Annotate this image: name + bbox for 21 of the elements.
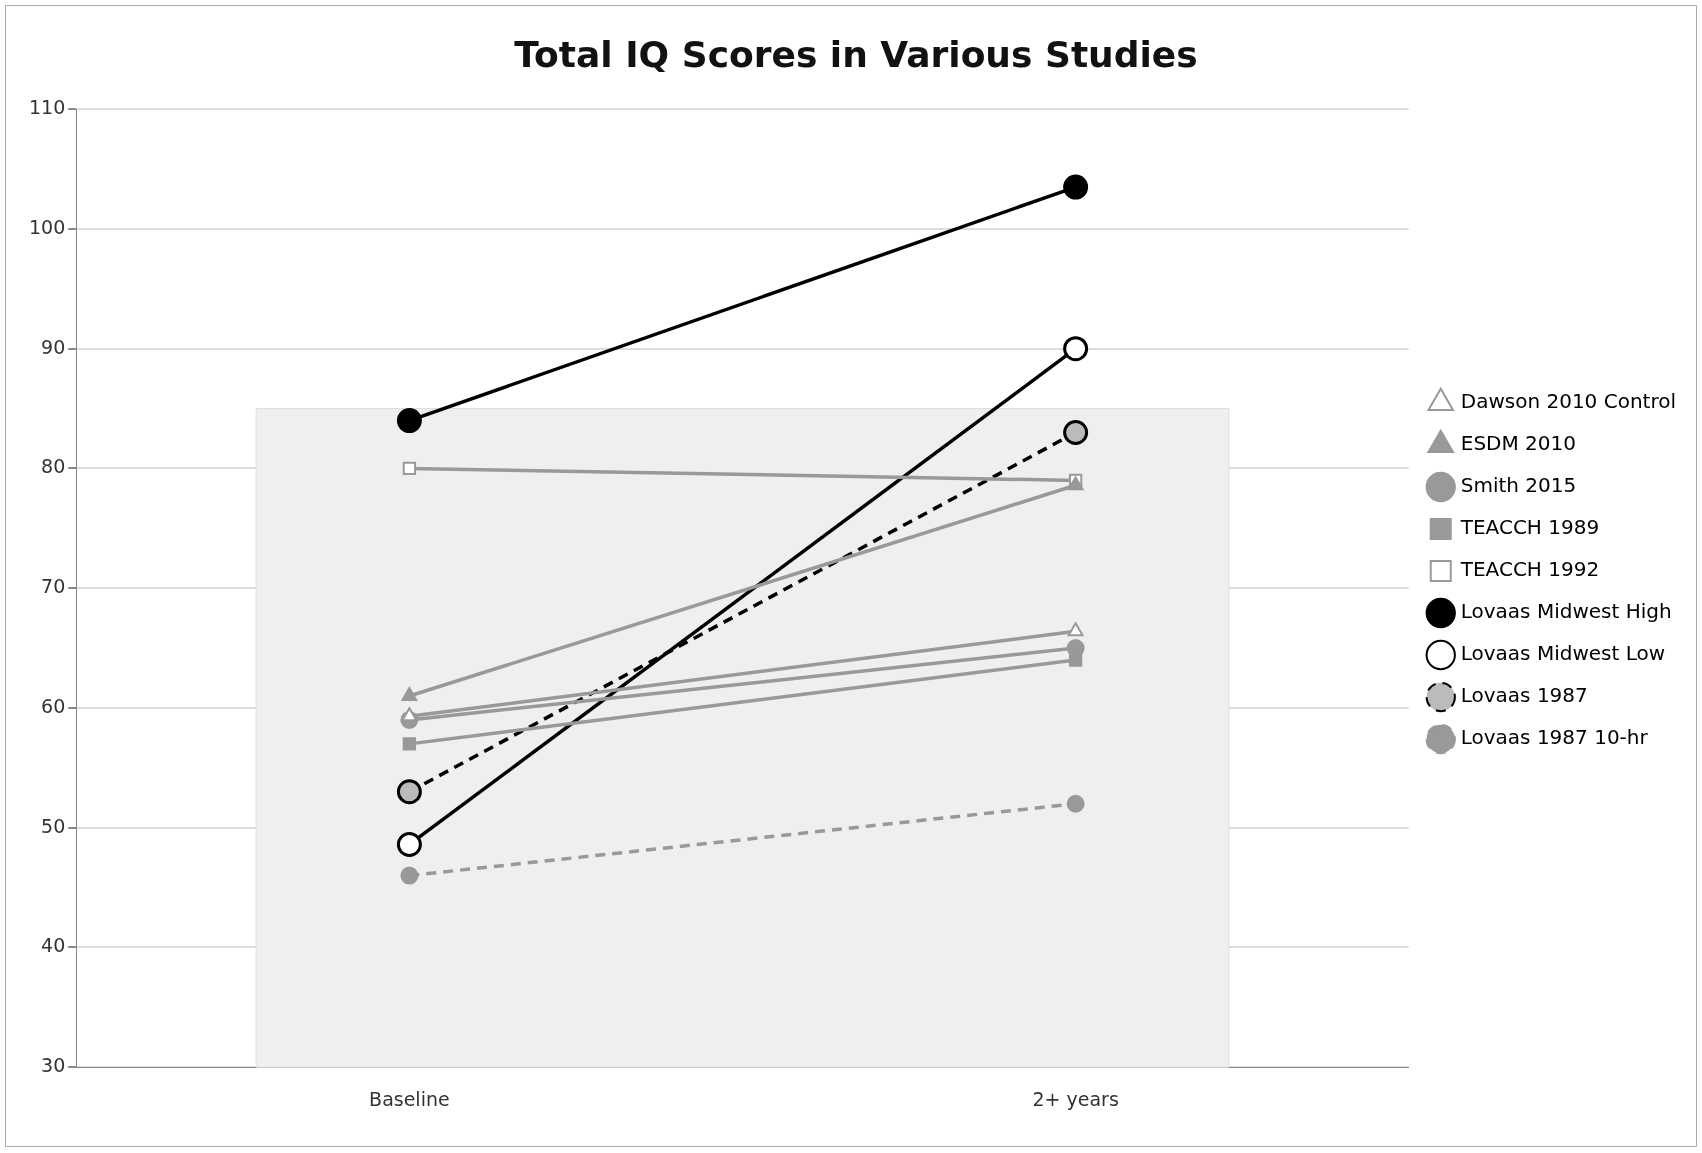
- y-tick-label: 100: [29, 215, 66, 238]
- legend-label: Lovaas Midwest High: [1460, 599, 1672, 624]
- y-tick-label: 40: [41, 934, 66, 957]
- legend-label: Smith 2015: [1460, 473, 1577, 498]
- y-tick-label: 70: [41, 575, 66, 598]
- legend-label: ESDM 2010: [1460, 431, 1576, 456]
- y-tick-label: 90: [41, 335, 66, 358]
- legend-label: Lovaas 1987 10-hr: [1460, 725, 1649, 750]
- legend-label: Dawson 2010 Control: [1460, 389, 1677, 414]
- y-tick-label: 50: [41, 814, 66, 837]
- y-tick-label: 110: [29, 96, 66, 119]
- legend-label: Lovaas 1987: [1460, 683, 1588, 708]
- legend-label: TEACCH 1992: [1459, 557, 1600, 582]
- legend-label: TEACCH 1989: [1459, 515, 1600, 540]
- x-tick-label: Baseline: [369, 1087, 450, 1110]
- legend-label: Lovaas Midwest Low: [1460, 641, 1666, 666]
- chart-title: Total IQ Scores in Various Studies: [514, 33, 1198, 75]
- y-tick-label: 60: [41, 694, 66, 717]
- y-tick-label: 30: [41, 1054, 66, 1077]
- x-tick-label: 2+ years: [1032, 1087, 1119, 1110]
- y-tick-label: 80: [41, 455, 66, 478]
